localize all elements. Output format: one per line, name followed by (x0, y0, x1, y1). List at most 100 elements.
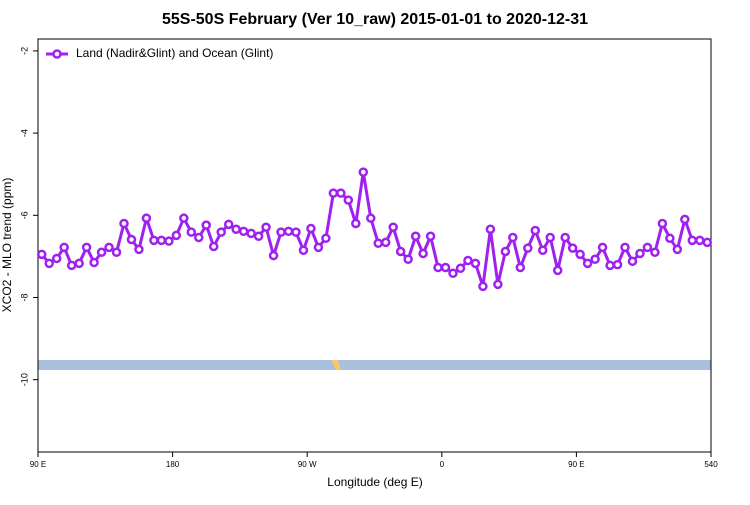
point (448, 268, 458, 278)
point (508, 232, 518, 243)
point (478, 281, 488, 292)
point (111, 247, 122, 258)
point (545, 232, 555, 243)
point (665, 233, 675, 244)
x-tick-label: 0 (440, 460, 445, 469)
point (597, 242, 608, 253)
legend-marker (52, 49, 62, 59)
legend-label: Land (Nadir&Glint) and Ocean (Glint) (76, 46, 273, 60)
point (612, 259, 623, 270)
point (51, 253, 62, 264)
point (433, 262, 443, 273)
point (388, 222, 398, 232)
point (134, 244, 144, 255)
point (515, 262, 526, 273)
point (395, 246, 406, 257)
point (493, 279, 503, 290)
point (620, 242, 630, 253)
point (366, 213, 376, 223)
point (149, 235, 159, 246)
point (89, 257, 99, 268)
point (186, 227, 197, 237)
point (328, 188, 339, 198)
point (418, 248, 428, 259)
x-tick-label: 90 W (298, 460, 317, 469)
point (216, 227, 226, 237)
point (440, 262, 451, 273)
x-axis-label: Longitude (deg E) (327, 475, 422, 489)
chart-title: 55S-50S February (Ver 10_raw) 2015-01-01… (162, 11, 588, 28)
point (126, 234, 137, 245)
point (463, 255, 473, 266)
x-tick-label: 180 (166, 460, 180, 469)
point (223, 219, 234, 230)
point (538, 245, 548, 255)
point (238, 226, 249, 237)
point (81, 242, 92, 253)
point (201, 220, 211, 230)
point (59, 242, 69, 253)
point (695, 235, 705, 246)
point (642, 242, 653, 253)
point (523, 243, 533, 253)
point (179, 213, 189, 223)
y-tick-label: -6 (19, 211, 29, 219)
point (530, 225, 541, 236)
point (194, 232, 204, 243)
point (657, 218, 668, 229)
point (253, 231, 264, 242)
point (582, 258, 593, 269)
point (36, 249, 47, 260)
point (104, 242, 114, 253)
point (306, 223, 316, 234)
point (455, 263, 466, 274)
y-tick-label: -10 (19, 373, 29, 386)
point (358, 167, 369, 177)
point (567, 243, 578, 253)
point (635, 248, 645, 259)
point (590, 254, 600, 265)
y-tick-label: -8 (19, 293, 29, 301)
y-tick-label: -2 (19, 47, 29, 55)
y-axis-label: XCO2 - MLO trend (ppm) (0, 178, 14, 313)
point (425, 231, 436, 242)
point (380, 237, 391, 248)
point (575, 249, 585, 260)
point (96, 247, 107, 258)
point (627, 256, 638, 267)
point (351, 218, 361, 229)
x-tick-label: 90 E (30, 460, 46, 469)
x-tick-label: 90 E (568, 460, 584, 469)
point (552, 265, 563, 276)
point (268, 250, 279, 261)
point (373, 238, 383, 248)
point (291, 227, 301, 237)
point (485, 224, 496, 235)
point (403, 254, 413, 265)
point (500, 246, 511, 257)
point (336, 188, 346, 198)
point (470, 258, 481, 269)
point (141, 213, 152, 223)
point (672, 244, 683, 255)
point (605, 260, 615, 271)
point (560, 232, 570, 243)
surface-patch (331, 360, 341, 370)
point (276, 227, 286, 237)
point (687, 235, 698, 246)
point (231, 224, 241, 235)
point (313, 242, 324, 253)
plot-frame (37, 38, 712, 453)
point (343, 195, 354, 205)
point (680, 214, 690, 225)
point (44, 258, 54, 269)
point (283, 226, 294, 237)
point (650, 247, 660, 258)
point (119, 218, 129, 229)
point (410, 231, 421, 242)
point (66, 260, 77, 271)
surface-strip (38, 360, 711, 370)
point (298, 245, 309, 255)
